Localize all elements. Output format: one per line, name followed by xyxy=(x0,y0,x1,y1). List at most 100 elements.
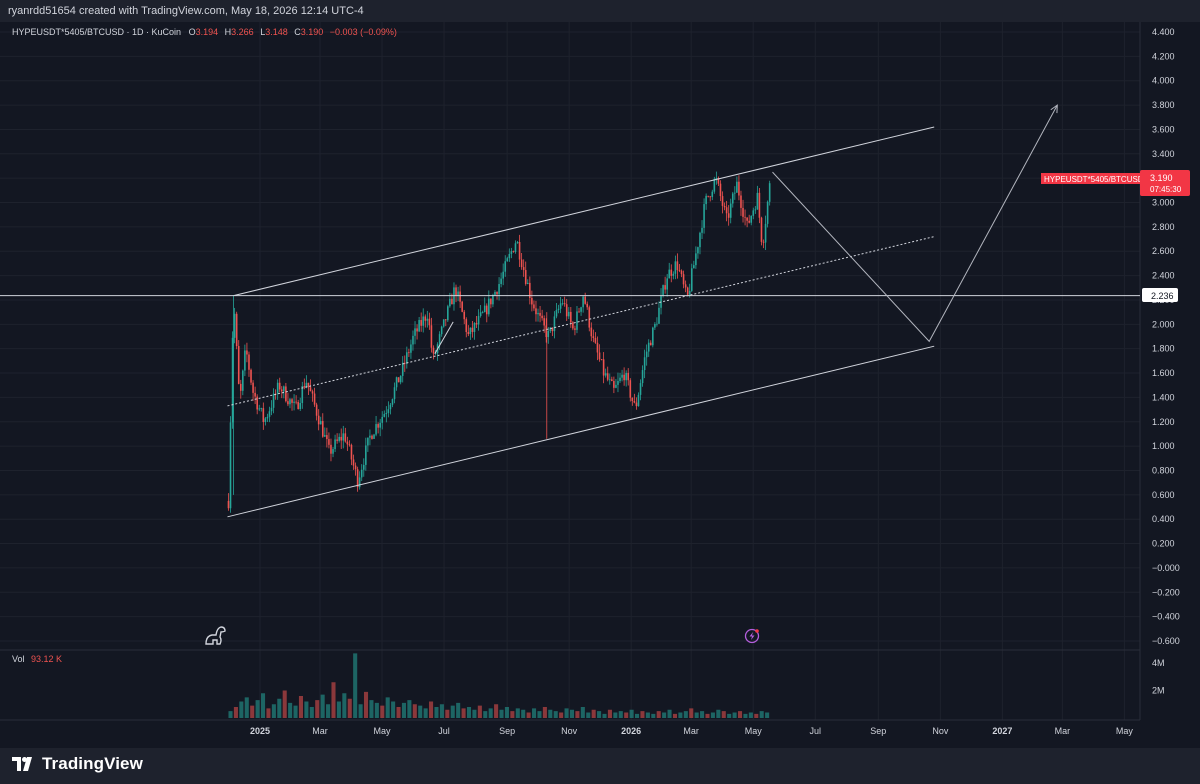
price-axis-label: 1.600 xyxy=(1152,368,1175,378)
candle-body xyxy=(289,399,291,405)
candle-body xyxy=(428,318,431,326)
logo-mark-dot xyxy=(22,757,27,762)
volume-bar xyxy=(298,696,304,718)
volume-bar xyxy=(737,711,743,718)
logo-mark-t xyxy=(12,757,21,771)
price-axis[interactable]: 4.4004.2004.0003.8003.6003.4003.2003.000… xyxy=(1152,27,1180,646)
candle-body xyxy=(438,334,441,345)
candle-body xyxy=(652,327,654,346)
candle-body xyxy=(248,354,250,370)
candle-body xyxy=(285,386,287,402)
candle-body xyxy=(414,328,416,336)
price-tag-symbol-bg xyxy=(1041,173,1140,184)
candle-body xyxy=(280,389,283,392)
price-axis-label: 1.000 xyxy=(1152,441,1175,451)
price-pane-background xyxy=(0,22,1140,748)
candle-body xyxy=(740,195,742,208)
candle-body xyxy=(744,216,746,218)
volume-bar xyxy=(662,712,667,718)
candle-body xyxy=(479,312,482,317)
candle-body xyxy=(309,387,312,392)
watermark-header: ryanrdd51654 created with TradingView.co… xyxy=(0,0,1200,22)
candle-body xyxy=(326,435,328,440)
volume-bar xyxy=(233,707,238,718)
volume-bar xyxy=(407,700,412,718)
candle-body xyxy=(639,383,642,395)
candle-body xyxy=(705,195,707,205)
candle-body xyxy=(246,350,248,355)
lightning-icon[interactable] xyxy=(744,628,760,644)
candle-body xyxy=(399,375,402,383)
volume-bar xyxy=(483,711,488,718)
candle-body xyxy=(567,311,570,317)
drawings[interactable] xyxy=(0,104,1140,518)
candle-body xyxy=(264,418,267,423)
volume-axis-label: 2M xyxy=(1152,686,1165,696)
volume-bar xyxy=(477,705,482,718)
channel-lower-line xyxy=(227,345,935,518)
candle-body xyxy=(393,387,396,400)
candle-body xyxy=(262,408,265,423)
candle-body xyxy=(680,270,683,275)
volume-bar xyxy=(336,701,341,718)
candle-body xyxy=(473,323,476,332)
candle-body xyxy=(533,304,535,309)
volume-bar xyxy=(510,711,515,718)
candle-body xyxy=(379,422,381,428)
candle-body xyxy=(422,316,425,326)
candle-body xyxy=(543,318,545,326)
candle-body xyxy=(313,393,316,405)
price-axis-label: 4.200 xyxy=(1152,51,1175,61)
candle-body xyxy=(483,305,486,313)
candle-body xyxy=(387,409,390,413)
candle-body xyxy=(358,477,361,488)
price-axis-label: 4.400 xyxy=(1152,27,1175,37)
candle-body xyxy=(340,436,343,441)
candle-body xyxy=(295,401,297,403)
candle-body xyxy=(492,294,494,305)
volume-bar xyxy=(586,712,591,718)
volume-bar xyxy=(282,690,287,718)
tradingview-logo[interactable]: TradingView xyxy=(12,754,143,774)
level-tag-box xyxy=(1142,288,1178,302)
tradingview-logo-icon xyxy=(12,757,32,771)
candle-body xyxy=(332,449,334,454)
candle-body xyxy=(760,217,763,242)
price-tag-countdown: 07:45:30 xyxy=(1150,185,1182,194)
candle-body xyxy=(434,353,437,354)
candle-body xyxy=(307,382,310,388)
candle-body xyxy=(488,298,490,315)
candle-body xyxy=(401,362,404,376)
dinosaur-icon-shape xyxy=(205,626,226,645)
candle-body xyxy=(377,424,379,428)
price-axis-label: 3.400 xyxy=(1152,149,1175,159)
candle-body xyxy=(522,267,525,271)
time-axis-label: Jul xyxy=(809,726,821,736)
time-axis-label: May xyxy=(374,726,392,736)
candle-body xyxy=(621,374,623,378)
time-axis-label: 2025 xyxy=(250,726,270,736)
candle-body xyxy=(365,445,367,465)
candle-body xyxy=(592,336,595,338)
volume-bar xyxy=(488,708,493,718)
candle-body xyxy=(561,303,564,305)
candle-body xyxy=(649,342,652,346)
time-axis[interactable]: 2025 Mar May Jul Sep Nov 2026 Mar May Jul Sep Nov 20… xyxy=(250,726,1133,736)
candle-body xyxy=(746,217,748,221)
volume-bar xyxy=(260,693,266,718)
candle-body xyxy=(736,181,738,193)
volume-bar xyxy=(727,713,732,718)
candle-body xyxy=(594,337,597,343)
candle-body xyxy=(455,287,457,297)
volume-bar xyxy=(385,697,390,718)
price-axis-label: 0.400 xyxy=(1152,514,1175,524)
candle-body xyxy=(250,369,252,383)
volume-bar xyxy=(575,711,580,718)
time-axis-label: Mar xyxy=(312,726,328,736)
footer-bar: TradingView xyxy=(0,748,1200,784)
chart-canvas[interactable]: 4.4004.2004.0003.8003.6003.4003.2003.000… xyxy=(0,22,1200,748)
volume-bar xyxy=(678,712,683,718)
price-axis-label: 0.800 xyxy=(1152,465,1175,475)
dinosaur-icon[interactable] xyxy=(205,626,226,645)
volume-bar xyxy=(748,712,753,718)
